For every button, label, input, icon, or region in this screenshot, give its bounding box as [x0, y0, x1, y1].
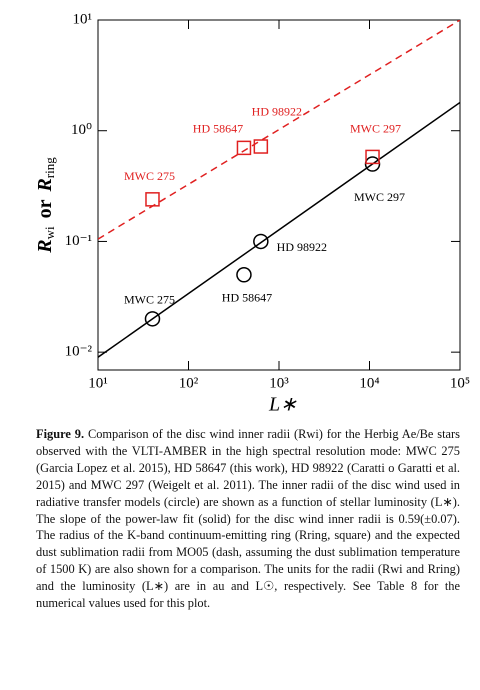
y-tick-label: 10⁻¹: [65, 233, 92, 249]
point-label: MWC 297: [354, 190, 405, 204]
point-label: MWC 275: [124, 169, 175, 183]
point-label: MWC 297: [350, 122, 401, 136]
point-label: HD 98922: [277, 240, 327, 254]
data-point: [236, 267, 252, 283]
caption: Figure 9. Comparison of the disc wind in…: [36, 426, 460, 612]
plot-frame: [97, 19, 461, 371]
x-tick-label: 10⁴: [359, 375, 379, 391]
point-label: HD 58647: [222, 291, 272, 305]
caption-text: Comparison of the disc wind inner radii …: [36, 427, 460, 611]
data-point: [144, 311, 161, 327]
data-point: [236, 140, 252, 156]
x-tick-label: 10⁵: [450, 375, 470, 391]
y-tick-label: 10¹: [73, 11, 93, 27]
point-label: HD 58647: [193, 122, 243, 136]
y-label-part: or: [34, 199, 56, 218]
y-label-part: wi: [42, 226, 57, 239]
y-label-part: R: [34, 239, 56, 253]
fit-line: [98, 20, 460, 240]
y-label-part: R: [34, 178, 56, 192]
x-tick-label: 10²: [179, 375, 199, 391]
data-point: [145, 192, 160, 207]
data-point: [253, 139, 269, 154]
x-tick-label: 10¹: [88, 375, 108, 391]
y-axis-label: Rwi or Rring: [34, 157, 57, 254]
point-label: MWC 275: [124, 293, 175, 307]
y-label-part: ring: [42, 157, 57, 178]
x-tick-label: 10³: [269, 375, 289, 391]
caption-label: Figure 9.: [36, 427, 85, 441]
chart: L∗ Rwi or Rring 10¹ 10² 10³ 10⁴ 10⁵ 10⁻² 10⁻¹ 10⁰…: [34, 11, 471, 416]
data-point: [253, 233, 269, 250]
y-tick-label: 10⁻²: [65, 344, 93, 360]
data-point: [365, 149, 380, 165]
fit-line: [98, 101, 460, 358]
point-label: HD 98922: [252, 104, 302, 118]
x-axis-label: L∗: [268, 394, 297, 416]
y-tick-label: 10⁰: [71, 122, 92, 138]
